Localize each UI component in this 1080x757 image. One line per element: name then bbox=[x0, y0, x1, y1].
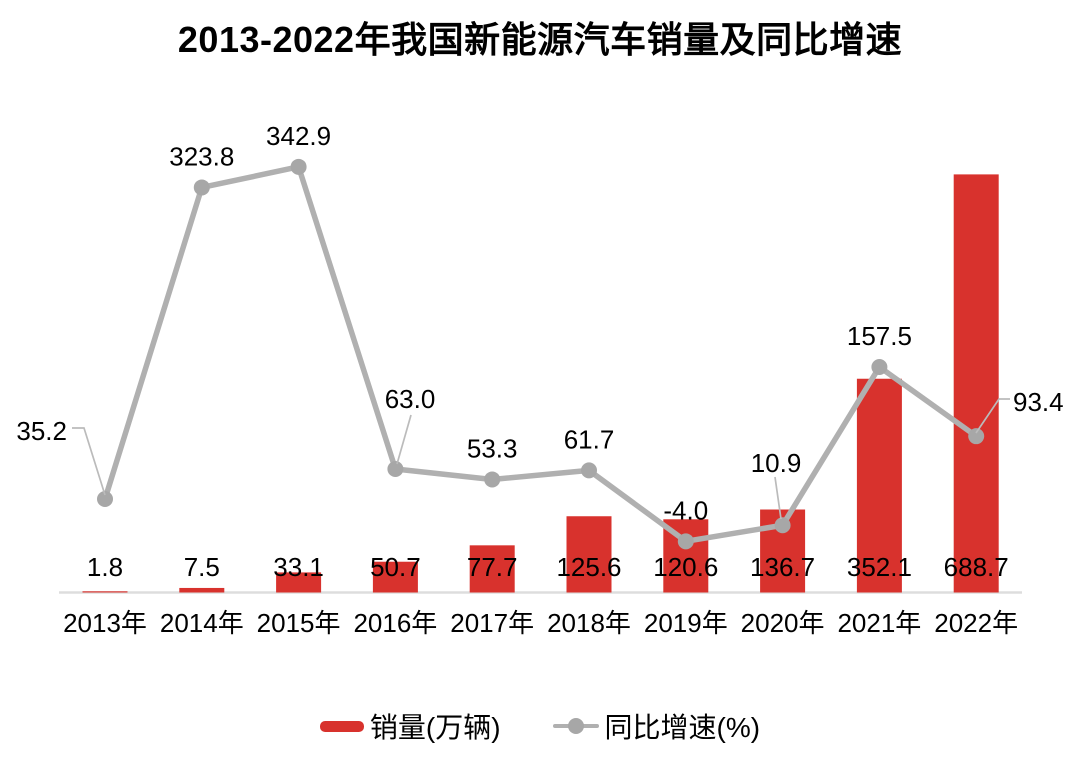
callout-line bbox=[72, 427, 106, 496]
callout-line bbox=[774, 476, 782, 520]
legend-item-growth: 同比增速(%) bbox=[552, 706, 761, 746]
growth-marker bbox=[193, 179, 210, 196]
growth-value-label: -4.0 bbox=[663, 495, 708, 525]
growth-line bbox=[102, 164, 979, 545]
x-axis-label: 2019年 bbox=[644, 608, 728, 638]
x-axis-label: 2022年 bbox=[934, 608, 1018, 638]
growth-marker bbox=[581, 462, 597, 479]
line-series-swatch-icon bbox=[552, 718, 599, 734]
sales-bar bbox=[856, 378, 902, 593]
sales-value-label: 125.6 bbox=[556, 552, 621, 582]
legend-item-sales: 销量(万辆) bbox=[319, 706, 501, 746]
x-axis-label: 2013年 bbox=[63, 608, 147, 638]
x-axis-label: 2014年 bbox=[160, 608, 244, 638]
sales-bar bbox=[179, 587, 225, 593]
sales-bar bbox=[372, 561, 418, 593]
growth-value-label: 10.9 bbox=[751, 448, 802, 478]
sales-value-label: 120.6 bbox=[653, 552, 718, 582]
sales-value-label: 77.7 bbox=[467, 552, 518, 582]
sales-value-label: 688.7 bbox=[944, 552, 1009, 582]
sales-value-label: 33.1 bbox=[273, 552, 324, 582]
x-axis-label: 2021年 bbox=[837, 608, 921, 638]
legend-label-sales: 销量(万辆) bbox=[369, 712, 501, 743]
growth-marker bbox=[387, 460, 404, 477]
x-axis-label: 2016年 bbox=[353, 608, 437, 638]
growth-marker bbox=[290, 158, 307, 175]
growth-value-label: 342.9 bbox=[266, 121, 331, 151]
sales-bar bbox=[953, 174, 999, 593]
growth-marker bbox=[871, 358, 888, 375]
x-axis-label: 2020年 bbox=[741, 608, 825, 638]
sales-value-label: 50.7 bbox=[370, 552, 421, 582]
sales-bar bbox=[276, 572, 322, 593]
sales-value-label: 1.8 bbox=[87, 552, 123, 582]
growth-value-label: 157.5 bbox=[847, 321, 912, 351]
bar-series-swatch-icon bbox=[319, 720, 364, 732]
x-axis-label: 2017年 bbox=[450, 608, 534, 638]
growth-marker bbox=[484, 471, 501, 488]
sales-value-label: 7.5 bbox=[184, 552, 220, 582]
sales-value-label: 352.1 bbox=[847, 552, 912, 582]
callout-line bbox=[396, 414, 412, 465]
legend-label-growth: 同比增速(%) bbox=[604, 712, 761, 743]
growth-value-label: 323.8 bbox=[169, 141, 234, 171]
x-axis-label: 2018年 bbox=[547, 608, 631, 638]
sales-bar bbox=[566, 516, 612, 593]
growth-marker bbox=[677, 533, 694, 550]
sales-bar bbox=[82, 591, 128, 593]
line-marker-dot-icon bbox=[567, 718, 584, 734]
growth-value-label: 53.3 bbox=[467, 433, 518, 463]
growth-value-label: 35.2 bbox=[16, 416, 67, 446]
growth-marker bbox=[774, 517, 791, 534]
growth-value-label: 63.0 bbox=[385, 384, 436, 414]
callout-line bbox=[975, 398, 1010, 434]
sales-bar bbox=[469, 545, 515, 593]
growth-marker bbox=[97, 491, 113, 508]
growth-value-label: 61.7 bbox=[564, 424, 615, 454]
chart-title: 2013-2022年我国新能源汽车销量及同比增速 bbox=[177, 19, 903, 60]
sales-value-label: 136.7 bbox=[750, 552, 815, 582]
growth-value-label: 93.4 bbox=[1013, 387, 1064, 417]
legend: 销量(万辆) 同比增速(%) bbox=[0, 704, 1080, 748]
x-axis-label: 2015年 bbox=[257, 608, 341, 638]
growth-marker bbox=[968, 428, 985, 445]
